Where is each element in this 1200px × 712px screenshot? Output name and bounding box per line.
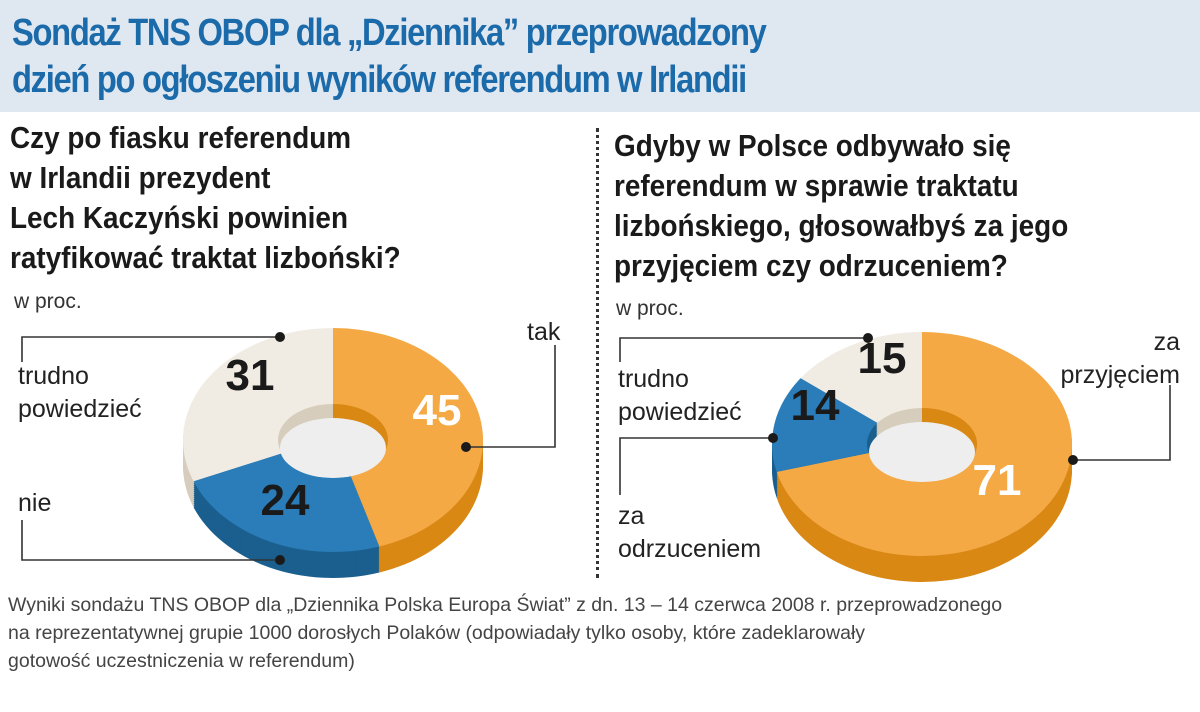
donut-hole	[280, 418, 386, 478]
slice-0-0	[333, 328, 484, 547]
right-label-trudno: trudno powiedzieć	[618, 365, 742, 426]
left-question-line: Lech Kaczyński powinien	[10, 200, 348, 235]
left-question-line: w Irlandii prezydent	[10, 160, 271, 195]
slice-1-0	[776, 332, 1072, 556]
title-line-2: dzień po ogłoszeniu wyników referendum w…	[12, 59, 747, 101]
right-question: Gdyby w Polsce odbywało się referendum w…	[614, 126, 1068, 286]
leader-line	[619, 337, 868, 362]
value-label: 45	[413, 386, 462, 435]
footnote-line: na reprezentatywnej grupie 1000 dorosłyc…	[8, 622, 866, 644]
left-label-trudno: trudno powiedzieć	[18, 362, 142, 423]
left-question-line: ratyfikować traktat lizboński?	[10, 240, 401, 275]
right-question-line: Gdyby w Polsce odbywało się	[614, 128, 1011, 163]
slice-1-2	[800, 332, 922, 423]
page-title: Sondaż TNS OBOP dla „Dziennika” przeprow…	[12, 10, 767, 104]
leader-line	[21, 520, 280, 561]
left-label-tak: tak	[527, 318, 561, 346]
header-band	[0, 0, 1200, 112]
value-label: 31	[226, 351, 275, 400]
left-label-nie: nie	[18, 489, 52, 517]
left-unit: w proc.	[14, 290, 82, 313]
right-question-line: przyjęciem czy odrzuceniem?	[614, 248, 1008, 283]
leader-line	[619, 437, 773, 495]
divider	[596, 128, 599, 578]
right-question-line: referendum w sprawie traktatu	[614, 168, 1019, 203]
value-label: 24	[261, 476, 310, 525]
leader-dot	[1068, 455, 1078, 465]
footnote-line: gotowość uczestniczenia w referendum)	[8, 650, 355, 672]
footnote-line: Wyniki sondażu TNS OBOP dla „Dziennika P…	[8, 594, 1003, 616]
leader-line	[466, 345, 556, 448]
right-question-line: lizbońskiego, głosowałbyś za jego	[614, 208, 1069, 243]
leader-dot	[461, 442, 471, 452]
donut-hole	[869, 422, 975, 482]
value-label: 71	[973, 456, 1022, 505]
leader-dot	[275, 332, 285, 342]
leader-line	[21, 336, 280, 362]
leader-line	[1073, 385, 1171, 461]
leader-dot	[768, 433, 778, 443]
left-question-line: Czy po fiasku referendum	[10, 120, 352, 155]
leader-dot	[863, 333, 873, 343]
right-label-za-przyjeciem: za przyjęciem	[1060, 328, 1180, 389]
right-label-za-odrzuceniem: za odrzuceniem	[618, 502, 762, 563]
value-label: 14	[791, 381, 840, 430]
right-unit: w proc.	[616, 297, 684, 320]
slice-1-1	[772, 378, 878, 472]
footnote: Wyniki sondażu TNS OBOP dla „Dziennika P…	[8, 591, 1002, 675]
slice-0-2	[182, 328, 333, 482]
leader-dot	[275, 555, 285, 565]
title-line-1: Sondaż TNS OBOP dla „Dziennika” przeprow…	[12, 12, 767, 54]
left-question: Czy po fiasku referendum w Irlandii prez…	[10, 118, 401, 278]
